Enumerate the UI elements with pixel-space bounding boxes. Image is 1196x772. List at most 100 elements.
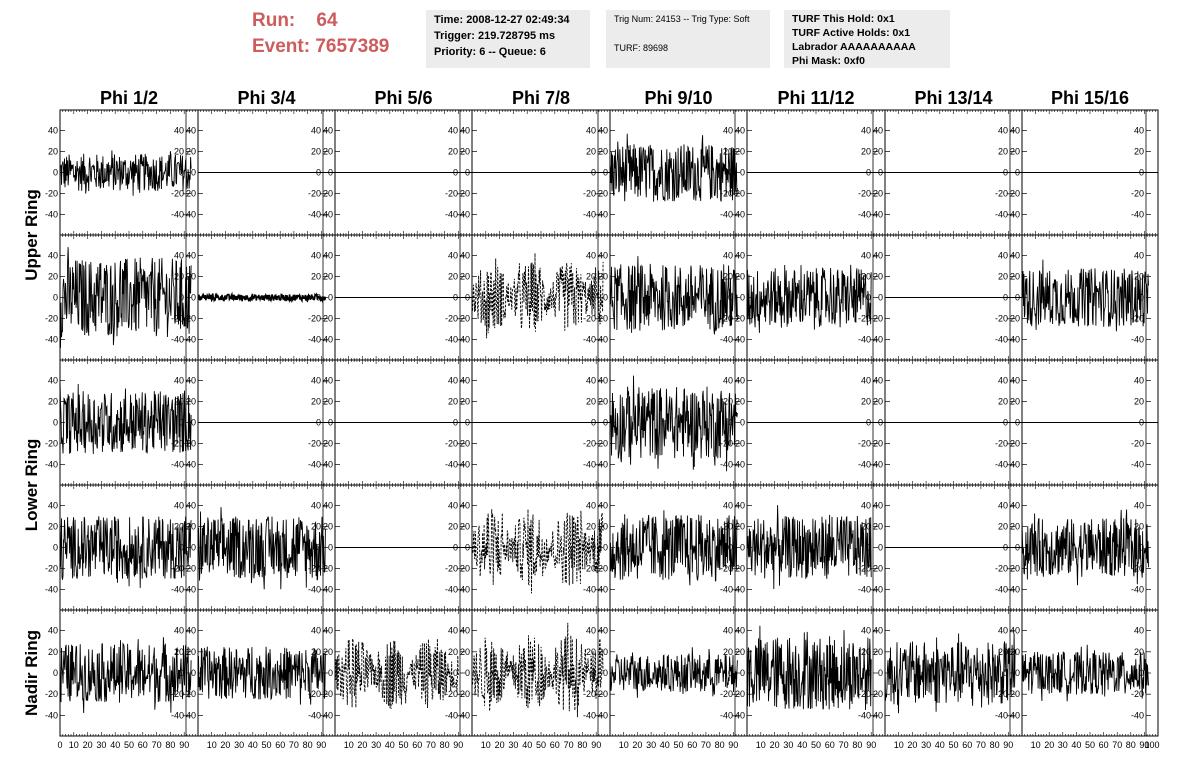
y-tick-label: -20 [583, 564, 596, 574]
y-tick-label: 40 [311, 376, 321, 386]
y-tick-label: 20 [311, 147, 321, 157]
y-tick-label: 40 [998, 126, 1008, 136]
y-tick-label: 40 [323, 251, 333, 261]
y-tick-label: 40 [186, 501, 196, 511]
y-tick-label: 40 [448, 626, 458, 636]
y-tick-label: 20 [48, 272, 58, 282]
x-tick-label: 60 [825, 740, 835, 750]
y-tick-label: 20 [186, 522, 196, 532]
y-tick-label: -40 [45, 585, 58, 595]
y-tick-label: 0 [465, 168, 470, 178]
event-label: Event: [252, 36, 311, 57]
y-tick-label: 40 [586, 501, 596, 511]
trig-info-panel: Trig Num: 24153 -- Trig Type: Soft TURF:… [606, 10, 770, 68]
y-tick-label: 20 [1134, 522, 1144, 532]
y-tick-label: 0 [328, 168, 333, 178]
y-tick-label: -40 [732, 585, 745, 595]
x-tick-label: 70 [289, 740, 299, 750]
y-tick-label: -20 [45, 689, 58, 699]
y-tick-label: 20 [448, 147, 458, 157]
y-tick-label: -20 [320, 689, 333, 699]
y-tick-label: -20 [732, 564, 745, 574]
y-tick-label: 20 [598, 522, 608, 532]
x-tick-label: 50 [811, 740, 821, 750]
y-tick-label: 0 [191, 543, 196, 553]
y-tick-label: 40 [735, 251, 745, 261]
y-tick-label: 20 [723, 397, 733, 407]
y-tick-label: -20 [858, 689, 871, 699]
x-tick-label: 20 [632, 740, 642, 750]
y-tick-label: 20 [873, 647, 883, 657]
y-tick-label: 20 [323, 647, 333, 657]
y-tick-label: -20 [732, 689, 745, 699]
y-tick-label: 20 [586, 272, 596, 282]
y-tick-label: -20 [858, 314, 871, 324]
y-tick-label: -40 [445, 460, 458, 470]
trigger-text: Trigger: 219.728795 ms [434, 30, 556, 42]
x-tick-label: 40 [110, 740, 120, 750]
y-tick-label: 40 [1010, 251, 1020, 261]
run-event-box: Run: 64 Event: 7657389 [252, 8, 389, 60]
y-tick-label: -20 [183, 314, 196, 324]
y-tick-label: -20 [171, 564, 184, 574]
column-header: Phi 13/14 [914, 88, 992, 108]
y-tick-label: -20 [183, 189, 196, 199]
y-tick-label: -40 [595, 335, 608, 345]
y-tick-label: -40 [183, 210, 196, 220]
x-tick-label: 30 [96, 740, 106, 750]
y-tick-label: 40 [873, 126, 883, 136]
y-tick-label: -40 [583, 335, 596, 345]
y-tick-label: 40 [861, 501, 871, 511]
y-tick-label: 40 [735, 126, 745, 136]
y-tick-label: -40 [858, 460, 871, 470]
x-tick-label: 10 [344, 740, 354, 750]
y-tick-label: -40 [1131, 460, 1144, 470]
y-tick-label: -40 [308, 335, 321, 345]
y-tick-label: 20 [1010, 147, 1020, 157]
y-tick-label: 40 [1010, 376, 1020, 386]
y-tick-label: 40 [586, 126, 596, 136]
y-tick-label: -20 [870, 189, 883, 199]
y-tick-label: 0 [191, 293, 196, 303]
x-tick-label: 70 [564, 740, 574, 750]
y-tick-label: -40 [720, 335, 733, 345]
y-tick-label: 40 [1010, 501, 1020, 511]
y-tick-label: 0 [740, 418, 745, 428]
column-header: Phi 15/16 [1051, 88, 1129, 108]
y-tick-label: 40 [48, 126, 58, 136]
x-tick-label: 10 [756, 740, 766, 750]
y-tick-label: 20 [48, 397, 58, 407]
x-tick-label: 10 [619, 740, 629, 750]
y-tick-label: 0 [191, 668, 196, 678]
y-tick-label: 20 [174, 397, 184, 407]
y-tick-label: -20 [595, 564, 608, 574]
y-tick-label: 20 [735, 522, 745, 532]
x-tick-label: 60 [275, 740, 285, 750]
y-tick-label: -40 [457, 710, 470, 720]
y-tick-label: -20 [995, 564, 1008, 574]
y-tick-label: 40 [174, 376, 184, 386]
y-tick-label: -20 [183, 439, 196, 449]
run-label: Run: [252, 10, 296, 31]
y-tick-label: 0 [465, 668, 470, 678]
y-tick-label: -40 [1131, 335, 1144, 345]
y-tick-label: 40 [873, 626, 883, 636]
y-tick-label: -40 [995, 460, 1008, 470]
x-tick-label: 80 [852, 740, 862, 750]
y-tick-label: 20 [174, 147, 184, 157]
y-tick-label: 40 [48, 251, 58, 261]
y-tick-label: 40 [186, 626, 196, 636]
y-tick-label: 20 [598, 147, 608, 157]
x-tick-label: 20 [357, 740, 367, 750]
turf-hold-text: TURF This Hold: 0x1 [792, 13, 895, 25]
y-tick-label: 40 [48, 626, 58, 636]
x-tick-label: 90 [728, 740, 738, 750]
y-tick-label: 20 [48, 522, 58, 532]
y-tick-label: -20 [457, 564, 470, 574]
waveform-trace [59, 516, 192, 588]
y-tick-label: 0 [453, 668, 458, 678]
y-tick-label: 0 [603, 668, 608, 678]
y-tick-label: -20 [45, 564, 58, 574]
y-tick-label: 20 [1134, 397, 1144, 407]
y-tick-label: 40 [998, 626, 1008, 636]
